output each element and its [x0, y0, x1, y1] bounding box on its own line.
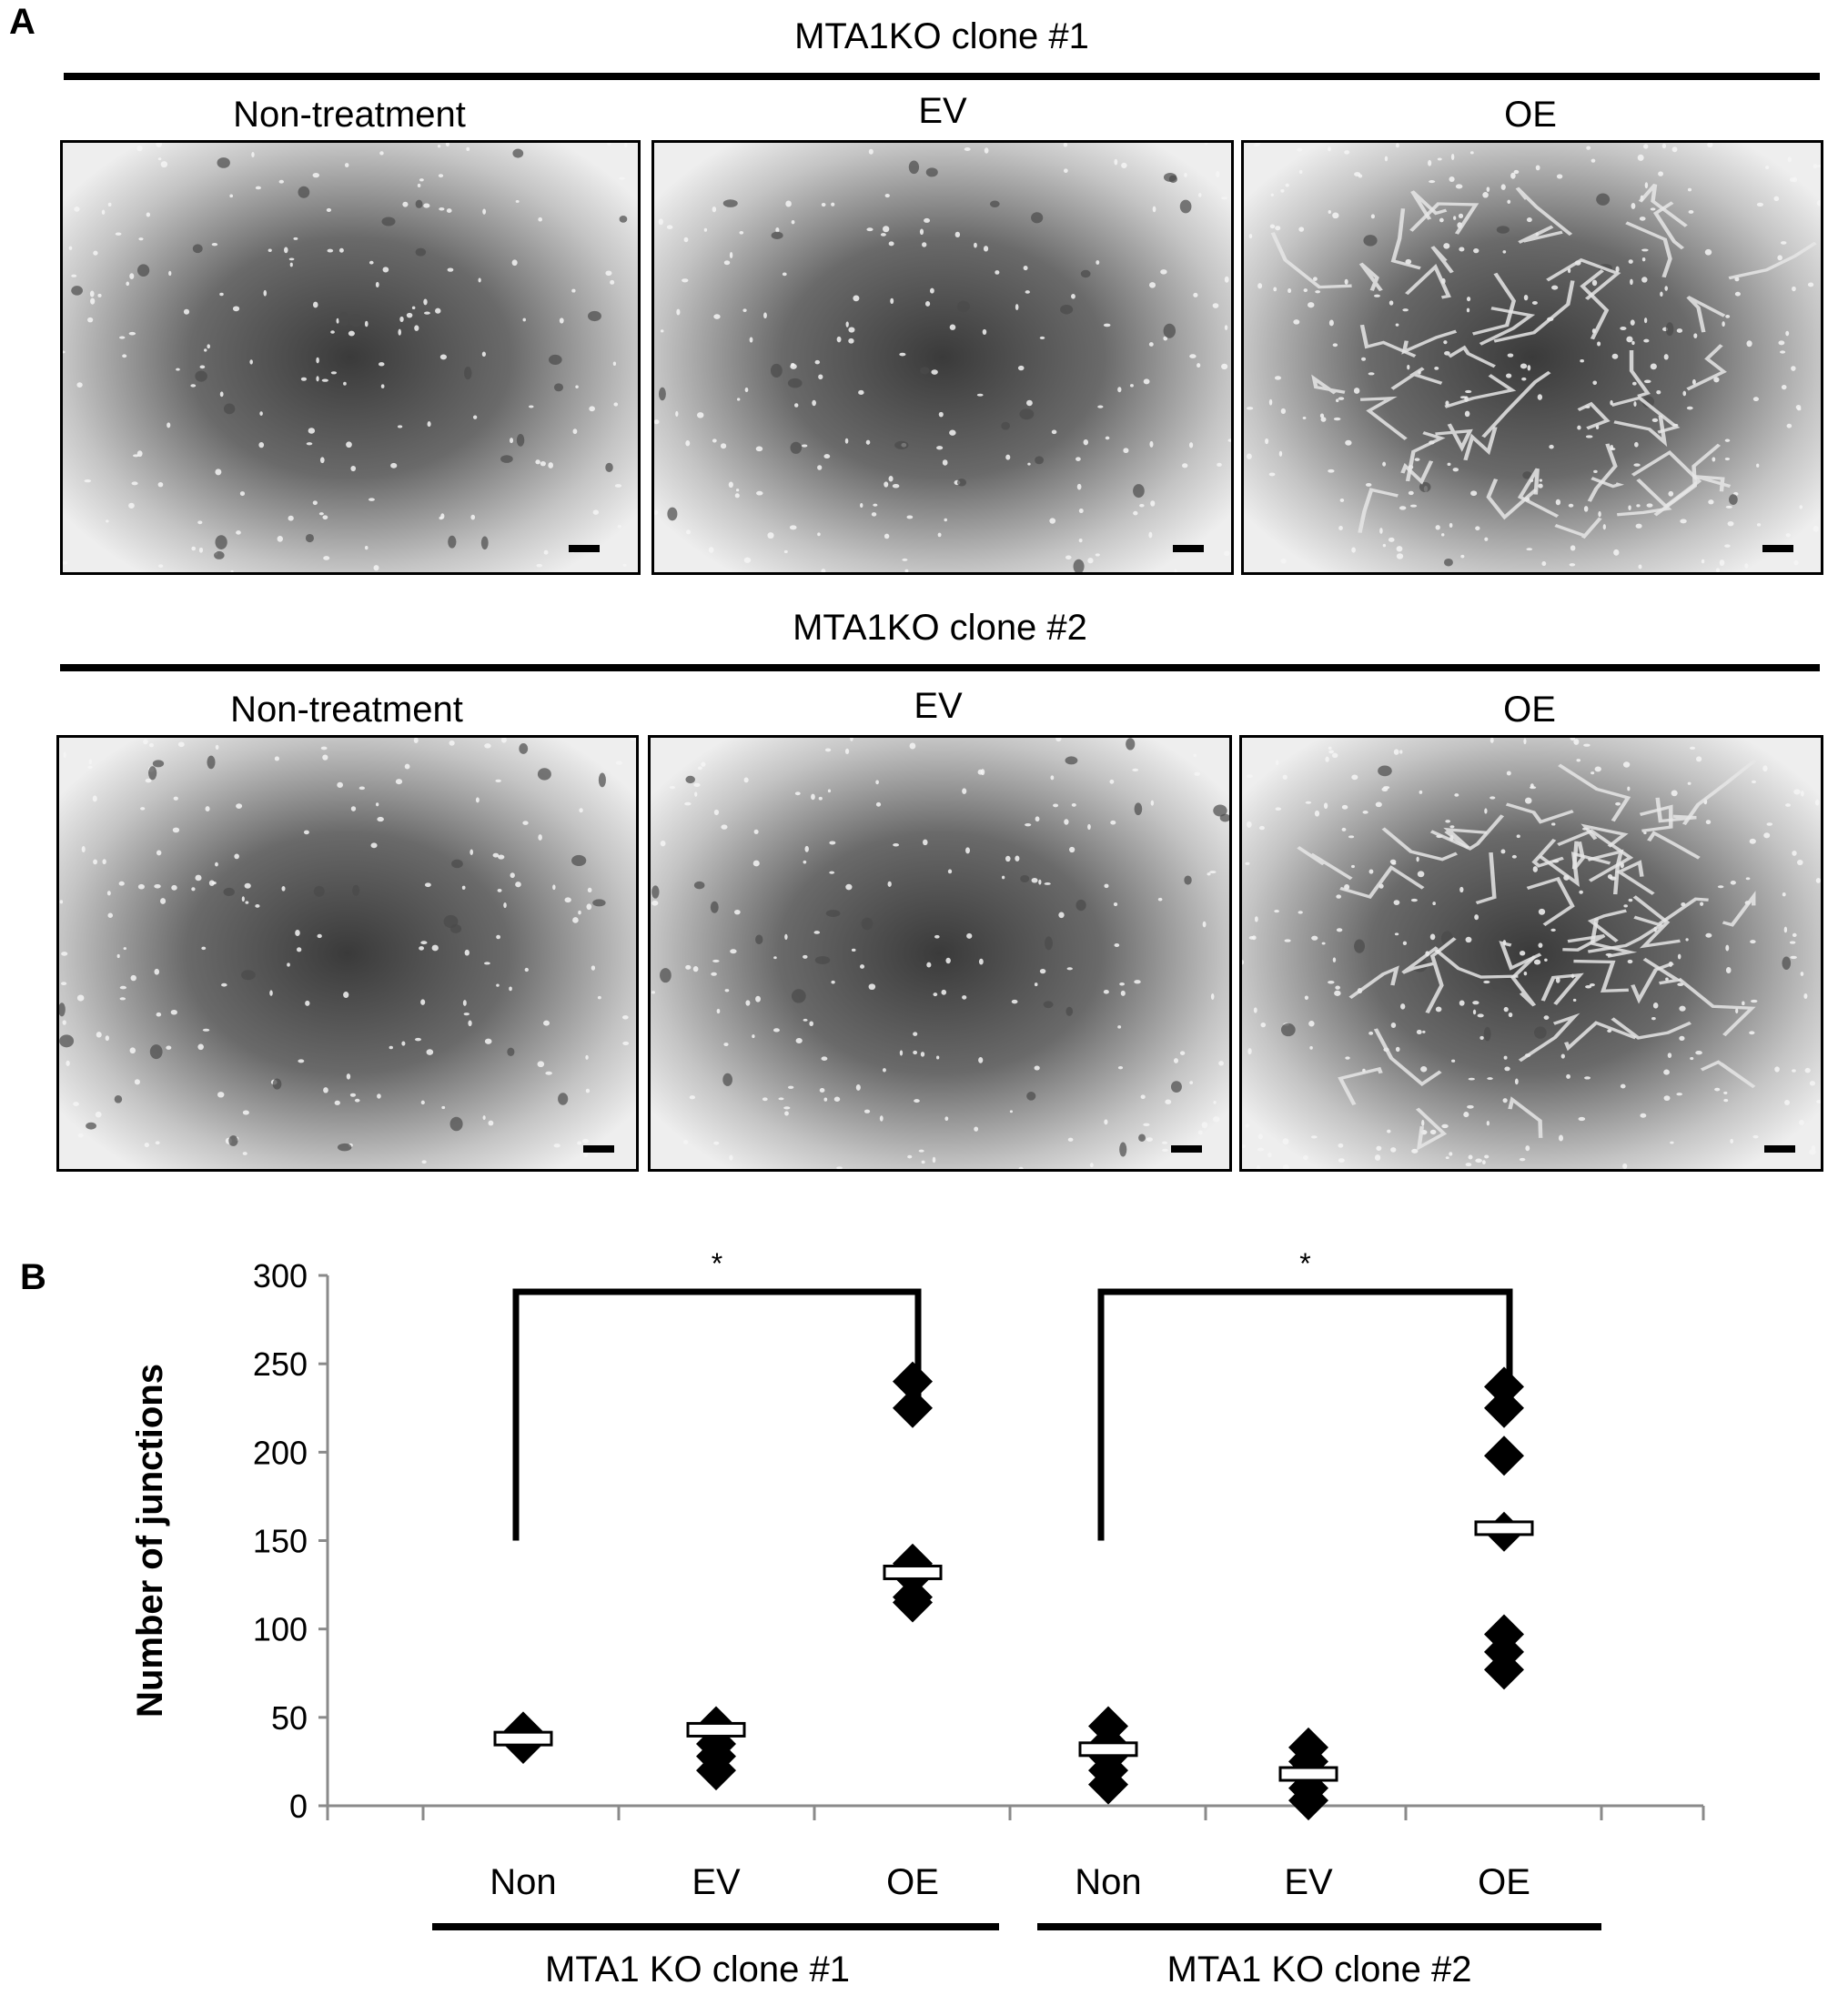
x-category-label: Non: [490, 1862, 556, 1902]
data-point: [1288, 1727, 1328, 1768]
y-tick-label: 150: [253, 1523, 308, 1560]
group-rule: [1037, 1923, 1601, 1930]
y-tick-label: 0: [289, 1788, 308, 1825]
row1-label-oe: OE: [1504, 95, 1557, 135]
mean-marker: [1078, 1741, 1138, 1758]
x-category-label: OE: [886, 1862, 939, 1902]
micrograph-clone2-oe: [1239, 735, 1823, 1172]
data-point: [1484, 1649, 1524, 1690]
row1-label-non-treatment: Non-treatment: [233, 95, 466, 135]
row2-label-non-treatment: Non-treatment: [230, 690, 463, 730]
panel-a-letter: A: [9, 2, 35, 42]
y-tick-label: 50: [271, 1699, 308, 1737]
x-category-label: EV: [692, 1862, 741, 1902]
scale-bar: [583, 1145, 614, 1153]
mean-marker: [1278, 1766, 1338, 1782]
scale-bar: [1764, 1145, 1795, 1153]
micrograph-clone2-non-treatment: [56, 735, 639, 1172]
mean-marker: [493, 1730, 553, 1747]
data-point: [1088, 1706, 1128, 1747]
clone1-title-rule: [64, 73, 1820, 80]
significance-bracket: [512, 1288, 922, 1541]
group-label: MTA1 KO clone #1: [545, 1950, 850, 1990]
y-tick-label: 200: [253, 1434, 308, 1471]
row2-label-ev: EV: [914, 686, 963, 726]
mean-marker: [1474, 1520, 1534, 1536]
data-point: [1484, 1387, 1524, 1428]
panel-b-letter: B: [20, 1257, 46, 1297]
micrograph-clone1-non-treatment: [60, 140, 641, 575]
data-point: [893, 1577, 933, 1617]
y-axis-label: Number of junctions: [130, 1364, 170, 1718]
micrograph-clone1-ev: [651, 140, 1234, 575]
group-rule: [432, 1923, 999, 1930]
scale-bar: [569, 545, 600, 552]
x-category-label: Non: [1075, 1862, 1141, 1902]
clone2-title-rule: [60, 664, 1820, 671]
micrograph-clone1-oe: [1241, 140, 1823, 575]
data-point: [893, 1361, 933, 1402]
clone1-title: MTA1KO clone #1: [794, 16, 1089, 56]
mean-marker: [686, 1721, 746, 1738]
scale-bar: [1171, 1145, 1202, 1153]
y-tick-label: 100: [253, 1611, 308, 1648]
scale-bar: [1173, 545, 1204, 552]
x-category-label: EV: [1284, 1862, 1333, 1902]
row1-label-ev: EV: [918, 91, 967, 131]
mean-marker: [883, 1564, 943, 1580]
data-point: [1484, 1366, 1524, 1407]
significance-label: *: [1299, 1247, 1310, 1280]
group-label: MTA1 KO clone #2: [1167, 1950, 1472, 1990]
scale-bar: [1762, 545, 1793, 552]
data-point: [893, 1387, 933, 1428]
micrograph-clone2-ev: [648, 735, 1232, 1172]
significance-label: *: [712, 1247, 722, 1280]
y-tick-label: 250: [253, 1345, 308, 1383]
y-tick-label: 300: [253, 1257, 308, 1295]
clone2-title: MTA1KO clone #2: [793, 608, 1087, 648]
data-point: [1484, 1436, 1524, 1476]
x-category-label: OE: [1478, 1862, 1530, 1902]
significance-bracket: [1097, 1288, 1513, 1541]
row2-label-oe: OE: [1503, 690, 1556, 730]
junctions-chart: 0 50 100 150 200 250 300 Number of junctions Non…: [130, 1247, 1705, 1990]
